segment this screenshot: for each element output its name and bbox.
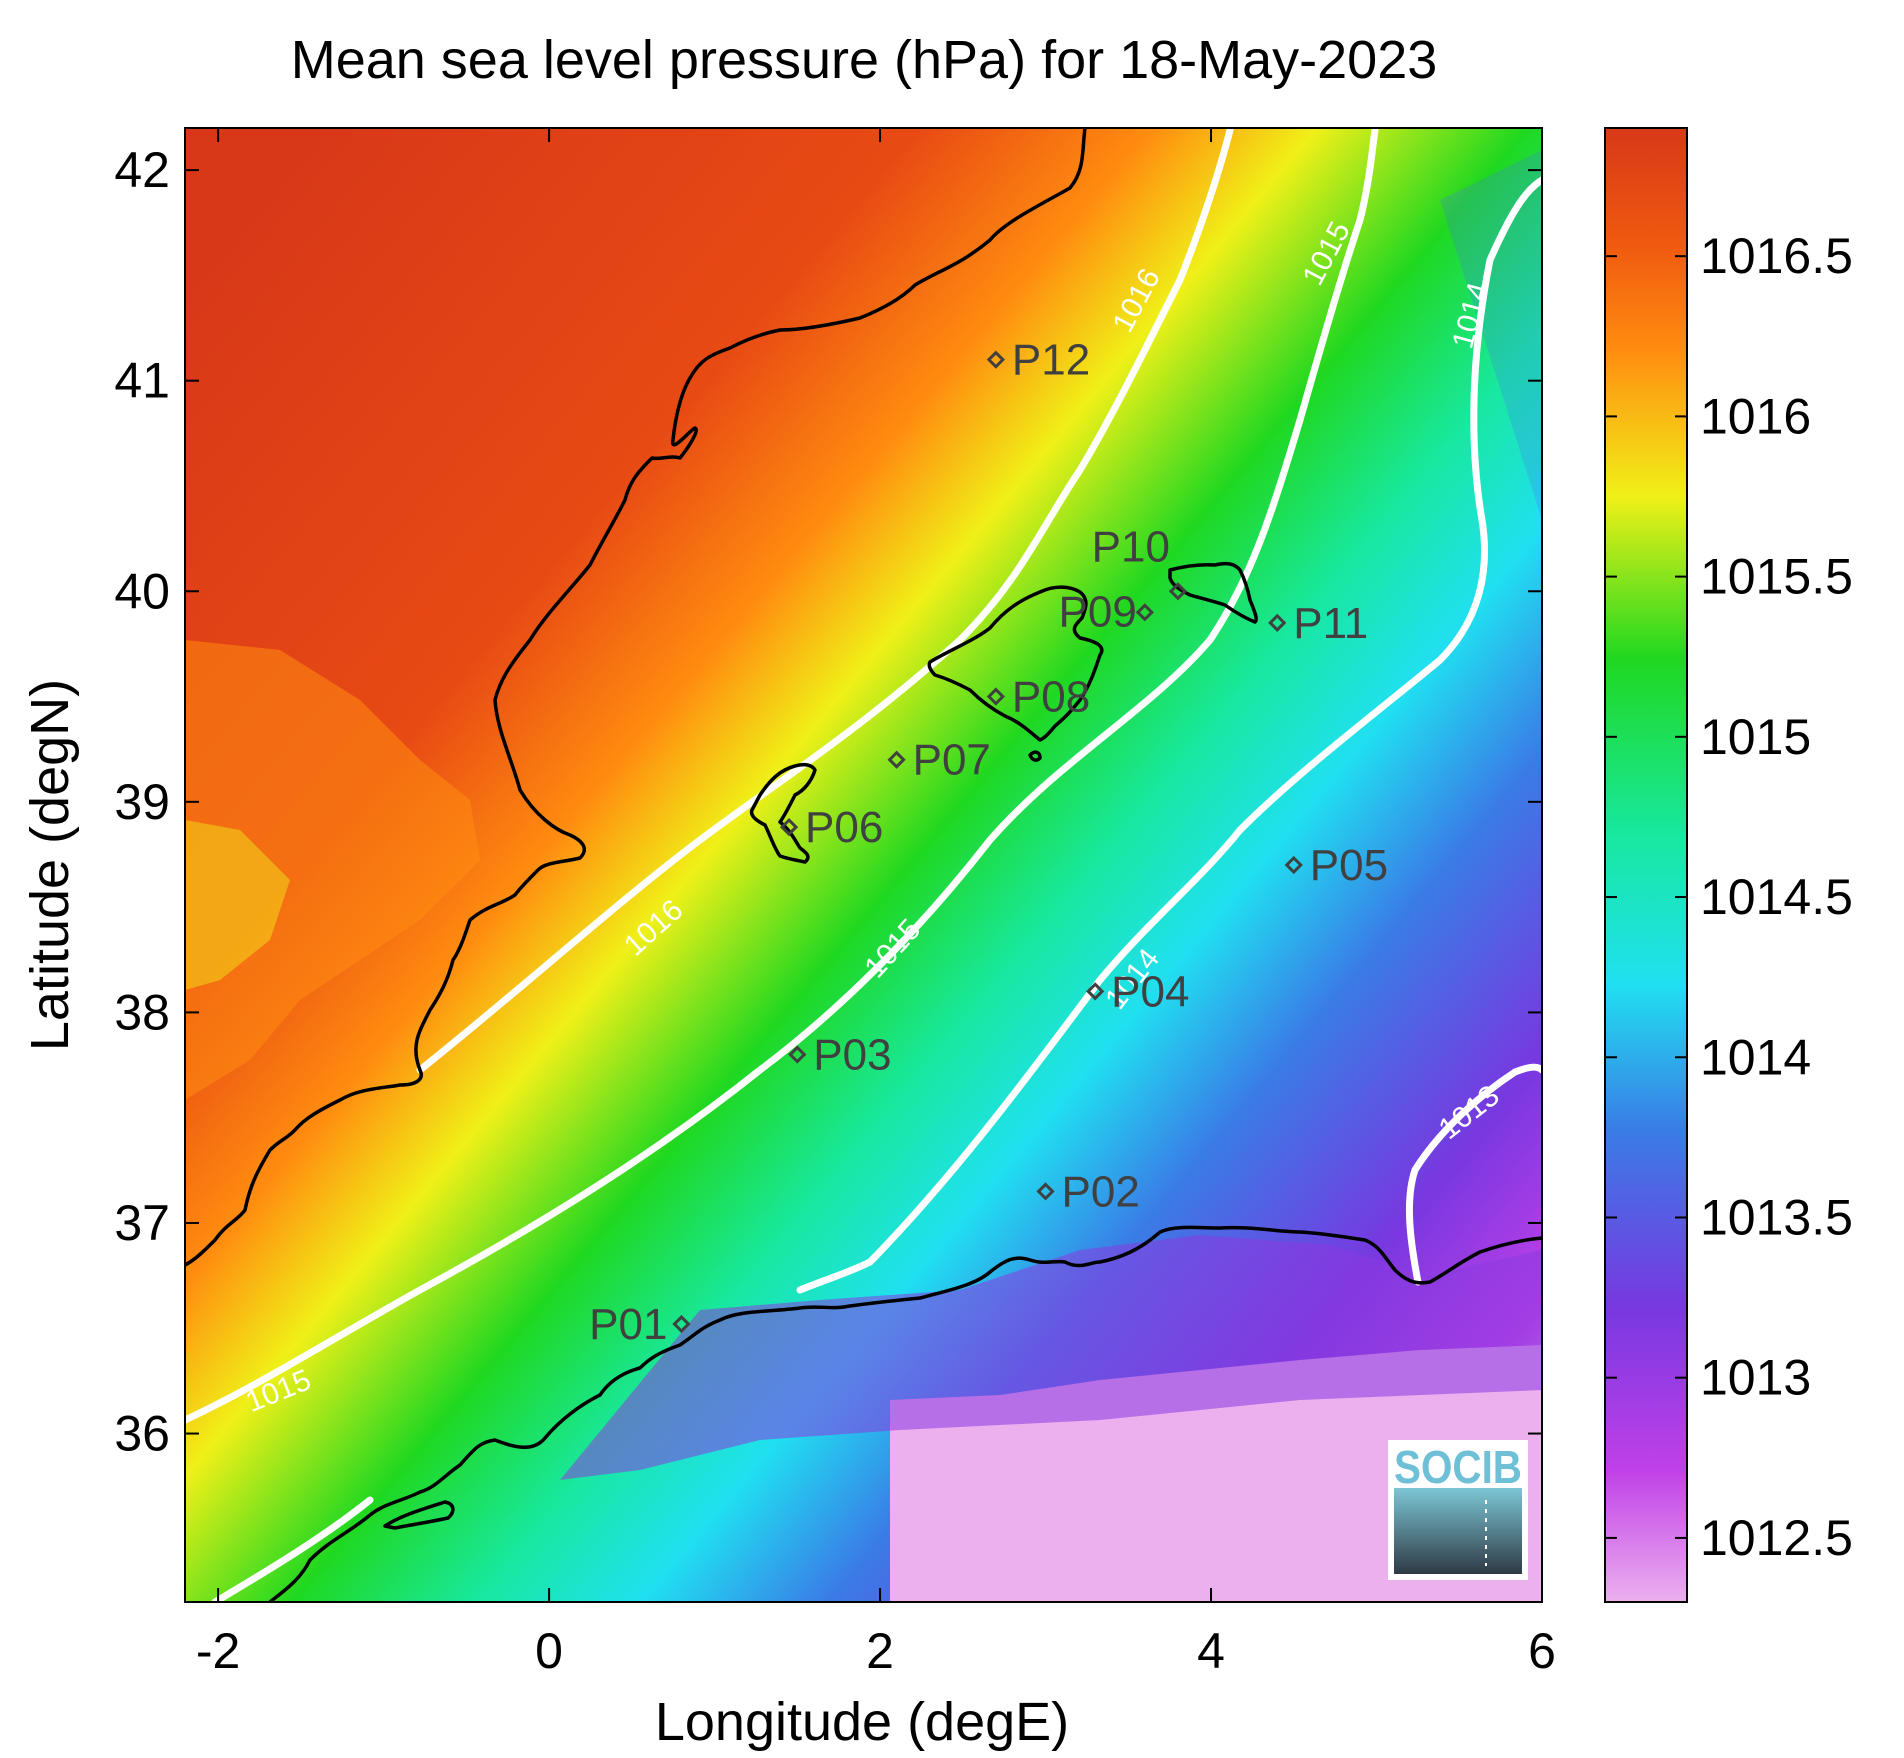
colorbar-tick-label: 1016.5 [1700,228,1853,284]
y-tick-label: 41 [114,353,170,409]
colorbar-tick-label: 1016 [1700,388,1811,444]
y-tick-label: 39 [114,774,170,830]
x-tick-label: 6 [1528,1623,1556,1679]
y-tick-label: 40 [114,563,170,619]
x-axis-label: Longitude (degE) [655,1692,1069,1752]
socib-logo-text: SOCIB [1394,1441,1522,1493]
station-p02: P02 [1036,1167,1140,1216]
alboran-island-coastline [383,1500,455,1530]
colorbar-tick-label: 1014.5 [1700,869,1853,925]
station-marker [779,817,799,837]
station-label: P06 [805,803,883,852]
africa-coastline [268,1225,1542,1602]
station-p01: P01 [589,1300,691,1349]
station-marker [986,687,1006,706]
colorbar-scale [1604,127,1688,1603]
contour-lines [185,128,1542,1602]
x-tick-label: -2 [196,1623,240,1679]
ne-high-gradient-corner [1440,150,1542,520]
contour-1015 [185,128,1379,1424]
colorbar-tick-label: 1013.5 [1700,1189,1853,1245]
plot-frame [184,127,1543,1603]
station-p04: P04 [1086,967,1189,1016]
x-tick-label: 0 [535,1623,563,1679]
colorbar-tick-label: 1015 [1700,709,1811,765]
x-axis: -2 0 2 4 6 [196,128,1556,1679]
y-tick-label: 37 [114,1195,170,1251]
iberia-inland-patch [185,640,480,1100]
colorbar-ticks: 1012.5 1013 1013.5 1014 1014.5 1015 1015.5 1016… [1605,228,1853,1566]
mallorca-coastline [927,585,1104,742]
socib-logo-image [1394,1488,1522,1574]
station-marker [1036,1182,1055,1201]
station-label: P05 [1310,841,1388,890]
colorbar-tick-label: 1014 [1700,1029,1811,1085]
station-marker [986,350,1006,369]
coastlines [185,128,1542,1602]
y-axis-label: Latitude (degN) [20,679,80,1051]
station-label: P09 [1059,587,1137,636]
cabrera-coastline [1028,750,1042,762]
station-marker [672,1314,691,1334]
x-tick-label: 4 [1197,1623,1225,1679]
station-p11: P11 [1268,599,1368,648]
station-label: P12 [1012,336,1090,385]
station-p09: P09 [1059,587,1154,636]
station-markers: P01 P02 P03 P04 P05 P06 P07 P08 P09 P10 P11 P12 [589,336,1388,1349]
socib-logo: SOCIB [1388,1440,1528,1580]
map-plot-area: 1016 1016 1015 1015 1015 1014 1014 1013 … [185,128,1542,1602]
y-tick-label: 38 [114,984,170,1040]
y-axis: 36 37 38 39 40 41 42 [114,142,1542,1462]
station-marker [1284,855,1303,875]
colorbar-tick-label: 1015.5 [1700,549,1853,605]
contour-1014 [211,176,1542,1602]
iberia-relief-patch [185,820,290,990]
iberia-coastline [185,128,1087,1267]
station-p06: P06 [779,803,883,852]
station-marker [1135,603,1154,622]
menorca-coastline [1168,561,1258,624]
station-p10: P10 [1092,522,1188,601]
contour-1016 [416,128,1234,1074]
station-p07: P07 [887,736,991,785]
africa-coastal-patch [560,1235,1542,1480]
station-marker [1086,982,1105,1001]
station-marker [1268,613,1287,632]
y-tick-label: 36 [114,1406,170,1462]
chart-title: Mean sea level pressure (hPa) for 18-May… [291,30,1438,90]
contour-1013 [1405,1063,1542,1286]
ibiza-coastline [749,762,817,864]
colorbar-tick-label: 1013 [1700,1350,1811,1406]
station-label: P08 [1012,673,1090,722]
station-label: P11 [1293,599,1368,648]
station-label: P03 [813,1031,891,1080]
station-label: P10 [1092,522,1170,571]
station-label: P02 [1062,1167,1140,1216]
station-p05: P05 [1284,841,1388,890]
y-tick-label: 42 [114,142,170,198]
x-tick-label: 2 [866,1623,894,1679]
station-p08: P08 [986,673,1090,722]
colorbar-tick-label: 1012.5 [1700,1510,1853,1566]
colorbar: 1012.5 1013 1013.5 1014 1014.5 1015 1015.5 1016… [1604,127,1853,1603]
station-p12: P12 [986,336,1090,385]
station-p03: P03 [788,1031,892,1080]
station-label: P07 [913,736,991,785]
station-label: P04 [1111,967,1189,1016]
station-marker [788,1045,807,1064]
station-marker [887,750,906,769]
station-label: P01 [589,1300,667,1349]
station-marker [1168,582,1188,601]
